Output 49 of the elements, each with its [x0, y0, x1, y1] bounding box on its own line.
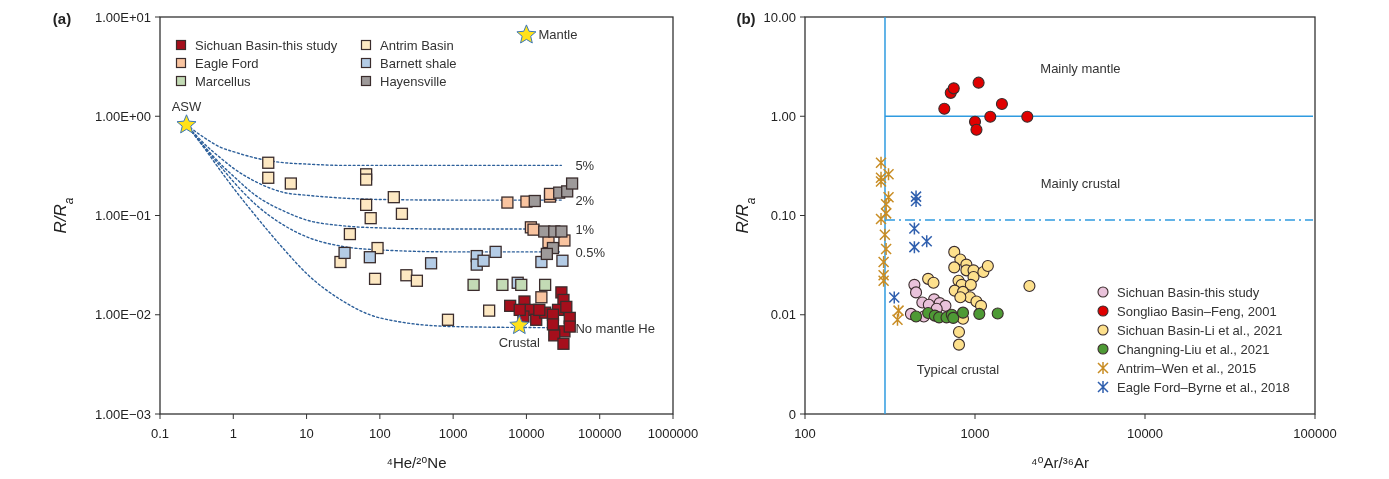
y-tick-label: 0 [788, 406, 796, 422]
x-tick-label: 100000 [1293, 426, 1337, 441]
y-tick-label: 1.00E−02 [94, 307, 151, 323]
x-axis-title: ⁴⁰Ar/³⁶Ar [1031, 454, 1089, 471]
x-tick-label: 10000 [1126, 426, 1164, 441]
series-label: 5% [575, 158, 595, 174]
legend-label: Sichuan Basin-this study [1117, 285, 1260, 300]
y-tick-label: 0.10 [770, 208, 796, 223]
series-label: 1% [575, 222, 595, 238]
y-tick-label: 10.00 [763, 9, 796, 25]
series-label: Mantle [538, 26, 578, 42]
chart-title: (b) [736, 10, 756, 27]
series-label: 2% [575, 193, 595, 209]
legend-label: Marcellus [195, 74, 252, 89]
y-tick-label: 1.00 [770, 108, 796, 124]
legend-label: Songliao Basin–Feng, 2001 [1117, 304, 1277, 319]
y-tick-label: 1.00E+01 [94, 9, 151, 25]
legend-label: Sichuan Basin-Li et al., 2021 [1117, 323, 1283, 338]
series-label: 0.5% [575, 244, 606, 260]
x-tick-label: 1000000 [647, 426, 699, 441]
series-label: Crustal [498, 335, 541, 351]
legend-label: Barnett shale [380, 56, 457, 71]
x-axis-title: ⁴He/²⁰Ne [386, 454, 447, 471]
x-tick-label: 1000 [438, 426, 468, 441]
series-label: No mantle He [575, 320, 655, 336]
legend-label: Sichuan Basin-this study [195, 38, 338, 53]
y-tick-label: 1.00E−01 [94, 208, 151, 223]
y-tick-label: 0.01 [770, 307, 796, 323]
x-tick-label: 1000 [960, 426, 990, 441]
x-tick-label: 100 [794, 426, 816, 441]
y-tick-label: 1.00E−03 [94, 406, 151, 422]
series-label: ASW [171, 98, 203, 114]
annotation: Typical crustal [916, 362, 1000, 378]
legend-label: Eagle Ford–Byrne et al., 2018 [1117, 380, 1290, 395]
x-tick-label: 10 [299, 426, 314, 441]
y-tick-label: 1.00E+00 [94, 108, 151, 124]
annotation: Mainly crustal [1040, 175, 1121, 191]
x-tick-label: 1 [229, 426, 237, 441]
legend-label: Antrim Basin [380, 38, 454, 53]
x-tick-label: 0.1 [150, 426, 170, 441]
chart-title: (a) [52, 10, 72, 27]
x-tick-label: 100000 [578, 426, 622, 441]
annotation: Mainly mantle [1040, 60, 1121, 76]
legend-label: Changning-Liu et al., 2021 [1117, 342, 1270, 357]
legend-label: Hayensville [380, 74, 447, 89]
legend-label: Eagle Ford [195, 56, 259, 71]
x-tick-label: 100 [369, 426, 391, 441]
x-tick-label: 10000 [508, 426, 545, 441]
legend-label: Antrim–Wen et al., 2015 [1117, 361, 1257, 376]
